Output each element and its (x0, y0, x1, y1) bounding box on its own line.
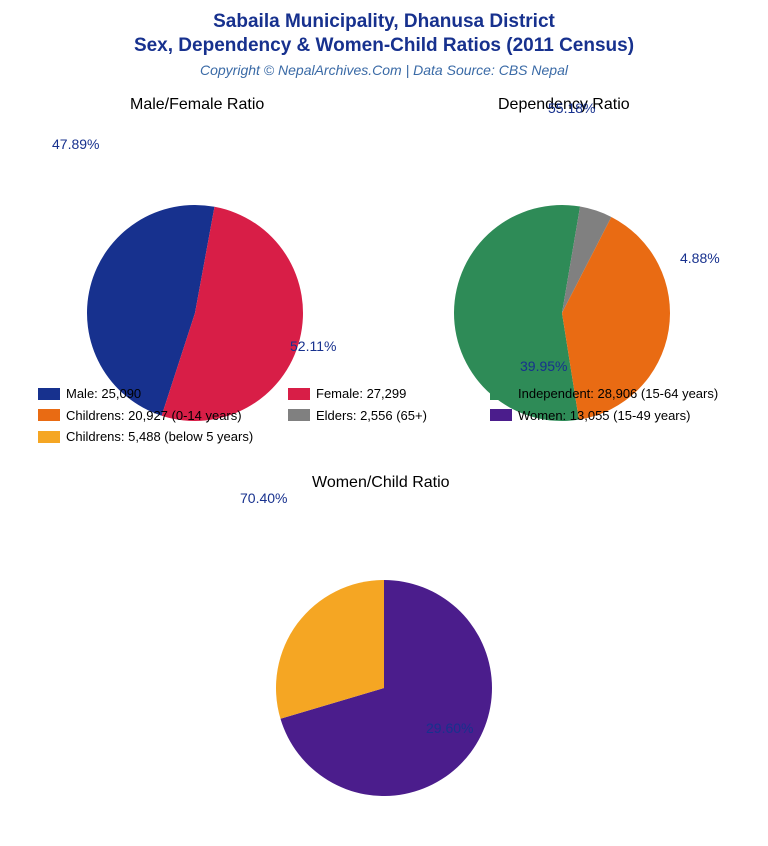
legend-text: Female: 27,299 (316, 384, 406, 404)
legend-item: Women: 13,055 (15-49 years) (490, 406, 718, 426)
title-line-1: Sabaila Municipality, Dhanusa District (0, 10, 768, 34)
subtitle: Copyright © NepalArchives.Com | Data Sou… (0, 62, 768, 78)
chart-container: Sabaila Municipality, Dhanusa District S… (0, 0, 768, 768)
legend-swatch (288, 409, 310, 421)
pct-label: 39.95% (520, 358, 567, 374)
legend-item: Male: 25,090 (38, 384, 253, 404)
legend-item: Elders: 2,556 (65+) (288, 406, 427, 426)
legend-swatch (288, 388, 310, 400)
legend-col-1: Male: 25,090Childrens: 20,927 (0-14 year… (38, 384, 253, 449)
pct-label: 52.11% (290, 338, 336, 354)
pct-label: 29.60% (426, 720, 473, 736)
legend-text: Women: 13,055 (15-49 years) (518, 406, 690, 426)
pct-label: 4.88% (680, 250, 720, 266)
legend-text: Elders: 2,556 (65+) (316, 406, 427, 426)
pct-label: 70.40% (240, 490, 287, 506)
legend-swatch (490, 388, 512, 400)
legend-swatch (38, 388, 60, 400)
pct-label: 55.18% (548, 100, 595, 116)
title-block: Sabaila Municipality, Dhanusa District S… (0, 0, 768, 78)
legend-item: Female: 27,299 (288, 384, 427, 404)
legend-col-2: Female: 27,299Elders: 2,556 (65+) (288, 384, 427, 427)
pie-wc (0, 78, 768, 846)
legend-item: Childrens: 20,927 (0-14 years) (38, 406, 253, 426)
legend-text: Childrens: 5,488 (below 5 years) (66, 427, 253, 447)
title-line-2: Sex, Dependency & Women-Child Ratios (20… (0, 34, 768, 58)
legend-swatch (38, 409, 60, 421)
legend-swatch (38, 431, 60, 443)
pct-label: 47.89% (52, 136, 99, 152)
legend-text: Independent: 28,906 (15-64 years) (518, 384, 718, 404)
legend-item: Independent: 28,906 (15-64 years) (490, 384, 718, 404)
legend-text: Male: 25,090 (66, 384, 141, 404)
legend-item: Childrens: 5,488 (below 5 years) (38, 427, 253, 447)
legend-col-3: Independent: 28,906 (15-64 years)Women: … (490, 384, 718, 427)
legend-text: Childrens: 20,927 (0-14 years) (66, 406, 242, 426)
legend-swatch (490, 409, 512, 421)
